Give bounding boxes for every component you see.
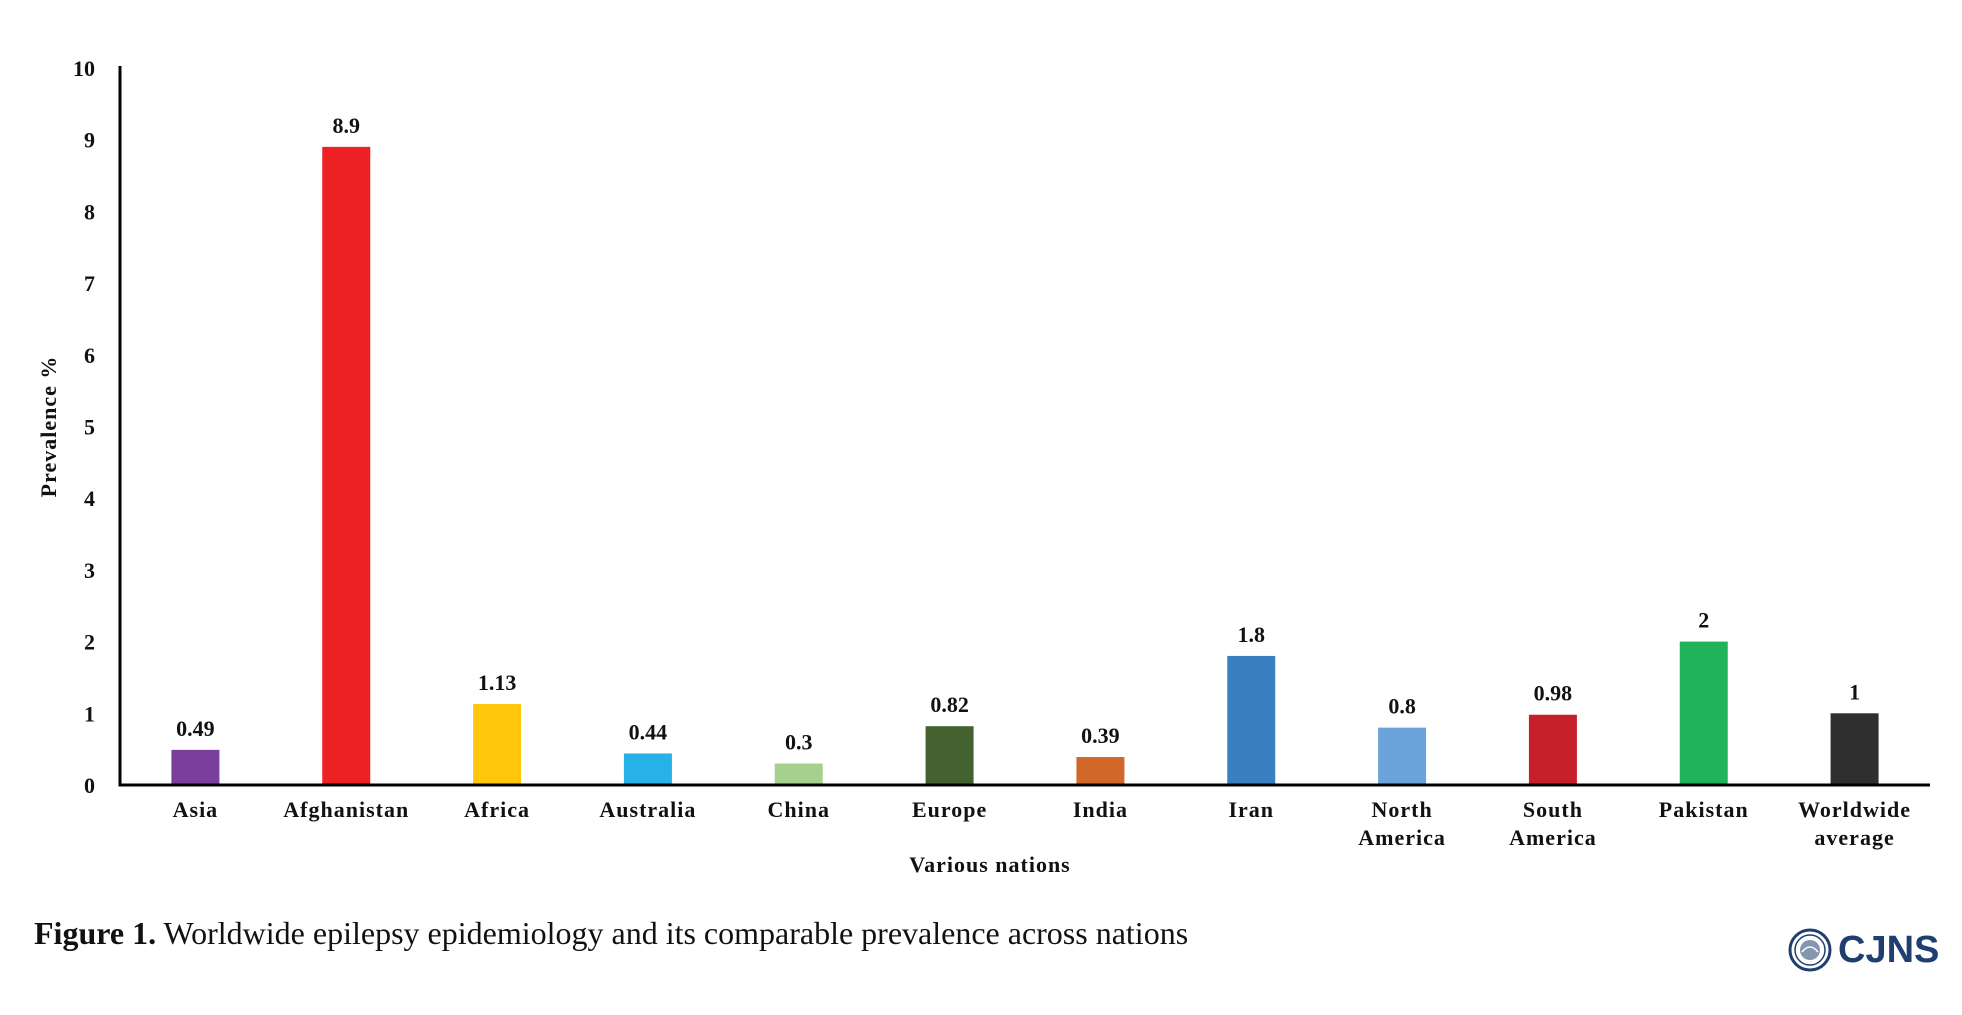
x-axis-title: Various nations <box>909 852 1071 877</box>
bar-value-label: 1.8 <box>1238 622 1266 647</box>
x-category-label: Pakistan <box>1659 797 1749 822</box>
bar-value-label: 8.9 <box>333 113 361 138</box>
bar-value-label: 1 <box>1849 679 1860 704</box>
bar-value-label: 0.98 <box>1534 681 1573 706</box>
bar-value-label: 2 <box>1698 608 1709 633</box>
value-labels-group: 0.49 8.9 1.13 0.44 0.3 0.82 0.39 1.8 0.8 0.98 2 1 <box>176 113 1860 755</box>
bar-value-label: 0.49 <box>176 716 215 741</box>
bar <box>1227 655 1276 785</box>
y-axis-ticks: 0 1 2 3 4 5 6 7 8 9 10 <box>73 56 95 798</box>
bar-value-label: 1.13 <box>478 670 517 695</box>
bar-value-label: 0.8 <box>1388 694 1416 719</box>
y-tick-label: 4 <box>84 486 95 511</box>
bar <box>1679 641 1728 785</box>
x-category-label: Africa <box>464 797 530 822</box>
y-tick-label: 6 <box>84 343 95 368</box>
bar <box>623 753 672 785</box>
bar-chart: 0.49 8.9 1.13 0.44 0.3 0.82 0.39 1.8 0.8 0.98 2 1 0… <box>36 56 1930 877</box>
y-tick-label: 0 <box>84 773 95 798</box>
x-category-label: China <box>768 797 830 822</box>
x-category-label: Europe <box>912 797 987 822</box>
bar-value-label: 0.39 <box>1081 723 1120 748</box>
bar <box>774 763 823 785</box>
x-axis-categories: Asia Afghanistan Africa Australia China Europ… <box>173 797 1911 850</box>
y-tick-label: 9 <box>84 128 95 153</box>
journal-seal-icon <box>1788 928 1832 972</box>
x-category-label: North America <box>1358 797 1446 850</box>
bar <box>473 703 522 785</box>
bar-value-label: 0.3 <box>785 729 813 754</box>
x-category-label: South America <box>1509 797 1597 850</box>
y-tick-label: 5 <box>84 415 95 440</box>
y-tick-label: 2 <box>84 630 95 655</box>
bar <box>1830 713 1879 785</box>
figure-caption: Figure 1. Worldwide epilepsy epidemiolog… <box>34 915 1188 952</box>
figure-label: Figure 1. <box>34 915 157 951</box>
x-category-label: Iran <box>1228 797 1274 822</box>
journal-name: CJNS <box>1838 928 1940 971</box>
figure-caption-text: Worldwide epilepsy epidemiology and its … <box>156 915 1189 951</box>
bar-value-label: 0.44 <box>629 719 668 744</box>
y-tick-label: 7 <box>84 271 95 296</box>
y-tick-label: 3 <box>84 558 95 583</box>
bar <box>322 146 371 785</box>
bar <box>1528 714 1577 785</box>
journal-brand: CJNS <box>1788 928 1939 972</box>
bar <box>171 749 220 785</box>
x-category-label: Worldwide average <box>1798 797 1911 850</box>
x-category-label: Asia <box>173 797 219 822</box>
bars-group <box>171 146 1879 785</box>
x-category-label: India <box>1073 797 1128 822</box>
bar-value-label: 0.82 <box>930 692 969 717</box>
x-category-label: Australia <box>599 797 696 822</box>
y-tick-label: 10 <box>73 56 95 81</box>
y-axis-title: Prevalence % <box>36 356 61 498</box>
x-category-label: Afghanistan <box>283 797 409 822</box>
bar <box>925 726 974 785</box>
y-tick-label: 1 <box>84 701 95 726</box>
bar <box>1076 757 1125 785</box>
bar <box>1378 727 1427 785</box>
y-tick-label: 8 <box>84 199 95 224</box>
